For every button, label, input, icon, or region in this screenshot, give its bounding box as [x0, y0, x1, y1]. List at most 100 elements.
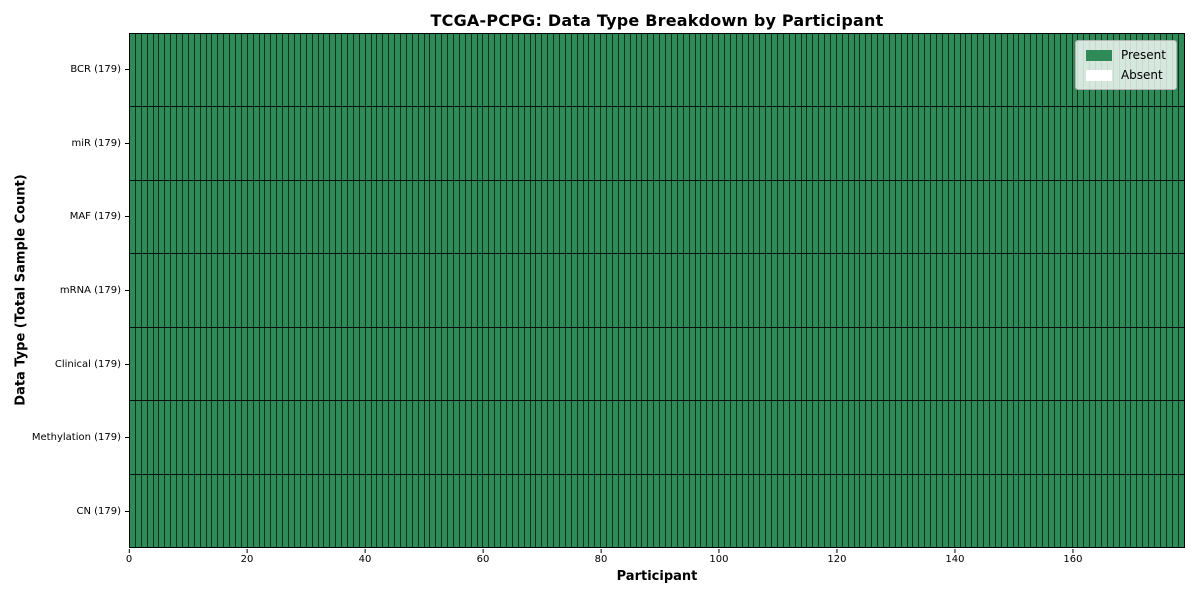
- heatmap-cell: [524, 327, 531, 401]
- heatmap-cell: [177, 34, 184, 107]
- heatmap-cell: [854, 474, 861, 547]
- heatmap-cell: [701, 254, 708, 327]
- heatmap-cell: [1137, 254, 1144, 327]
- heatmap-cell: [400, 401, 407, 474]
- heatmap-cell: [807, 34, 814, 107]
- heatmap-cell: [130, 34, 136, 107]
- heatmap-cell: [972, 401, 979, 474]
- heatmap-cell: [777, 401, 784, 474]
- heatmap-cell: [194, 401, 201, 474]
- heatmap-cell: [666, 474, 672, 547]
- heatmap-cell: [613, 107, 619, 180]
- heatmap-cell: [601, 474, 608, 547]
- heatmap-cell: [742, 34, 749, 107]
- heatmap-cell: [1131, 180, 1138, 254]
- heatmap-cell: [830, 401, 837, 474]
- heatmap-cell: [807, 107, 814, 180]
- heatmap-cell: [925, 401, 932, 474]
- y-tick: miR (179): [0, 107, 129, 181]
- heatmap-cell: [860, 107, 867, 180]
- heatmap-cell: [212, 474, 219, 547]
- heatmap-cell: [1054, 254, 1061, 327]
- heatmap-cell: [736, 401, 743, 474]
- heatmap-cell: [330, 474, 337, 547]
- heatmap-cell: [990, 474, 996, 547]
- heatmap-cell: [289, 254, 295, 327]
- heatmap-cell: [748, 34, 755, 107]
- heatmap-cell: [777, 474, 784, 547]
- heatmap-cell: [654, 474, 661, 547]
- heatmap-cell: [130, 107, 136, 180]
- heatmap-cell: [259, 401, 266, 474]
- heatmap-cell: [671, 34, 678, 107]
- x-tick-mark: [954, 549, 956, 553]
- heatmap-cell: [783, 180, 790, 254]
- heatmap-cell: [948, 107, 955, 180]
- heatmap-cell: [660, 107, 667, 180]
- heatmap-cell: [353, 327, 360, 401]
- heatmap-cell: [518, 327, 525, 401]
- heatmap-cell: [194, 327, 201, 401]
- heatmap-cell: [1025, 327, 1032, 401]
- heatmap-cell: [1084, 327, 1091, 401]
- heatmap-cell: [1166, 254, 1173, 327]
- heatmap-cell: [972, 180, 979, 254]
- heatmap-cell: [542, 107, 549, 180]
- heatmap-cell: [171, 474, 178, 547]
- heatmap-cell: [1160, 107, 1167, 180]
- heatmap-cell: [607, 254, 614, 327]
- heatmap-cell: [212, 34, 219, 107]
- heatmap-cell: [636, 401, 643, 474]
- heatmap-cell: [1107, 474, 1114, 547]
- heatmap-cell: [660, 474, 667, 547]
- heatmap-cell: [236, 474, 242, 547]
- heatmap-cell: [306, 180, 313, 254]
- heatmap-cell: [618, 34, 625, 107]
- heatmap-cell: [907, 401, 914, 474]
- heatmap-cell: [695, 401, 702, 474]
- heatmap-cell: [548, 254, 555, 327]
- heatmap-cell: [1072, 180, 1079, 254]
- heatmap-cell: [683, 327, 690, 401]
- heatmap-cell: [206, 401, 213, 474]
- heatmap-cell: [495, 254, 502, 327]
- heatmap-cell: [241, 180, 248, 254]
- heatmap-cell: [371, 401, 378, 474]
- heatmap-cell: [713, 401, 720, 474]
- heatmap-cell: [236, 34, 242, 107]
- heatmap-cell: [177, 254, 184, 327]
- heatmap-cell: [1037, 401, 1044, 474]
- heatmap-cell: [1107, 327, 1114, 401]
- heatmap-cell: [842, 180, 849, 254]
- heatmap-cell: [960, 254, 967, 327]
- heatmap-cell: [907, 474, 914, 547]
- heatmap-cell: [789, 254, 796, 327]
- heatmap-cell: [1007, 474, 1014, 547]
- heatmap-cell: [353, 107, 360, 180]
- heatmap-cell: [471, 254, 478, 327]
- heatmap-cell: [289, 327, 295, 401]
- heatmap-cell: [748, 474, 755, 547]
- heatmap-cell: [913, 107, 920, 180]
- heatmap-cell: [565, 180, 572, 254]
- heatmap-cell: [919, 107, 926, 180]
- heatmap-cell: [565, 474, 572, 547]
- heatmap-cell: [601, 254, 608, 327]
- heatmap-cell: [253, 327, 260, 401]
- heatmap-cell: [554, 180, 561, 254]
- heatmap-cell: [183, 474, 189, 547]
- heatmap-cell: [630, 180, 637, 254]
- heatmap-cell: [542, 327, 549, 401]
- heatmap-cell: [365, 401, 372, 474]
- heatmap-cell: [294, 474, 301, 547]
- heatmap-cell: [512, 401, 519, 474]
- heatmap-cell: [153, 254, 160, 327]
- heatmap-cell: [330, 254, 337, 327]
- heatmap-cell: [477, 180, 484, 254]
- heatmap-cell: [471, 180, 478, 254]
- heatmap-cell: [777, 327, 784, 401]
- heatmap-cell: [795, 401, 802, 474]
- heatmap-cell: [353, 180, 360, 254]
- heatmap-cell: [901, 474, 908, 547]
- heatmap-cell: [613, 474, 619, 547]
